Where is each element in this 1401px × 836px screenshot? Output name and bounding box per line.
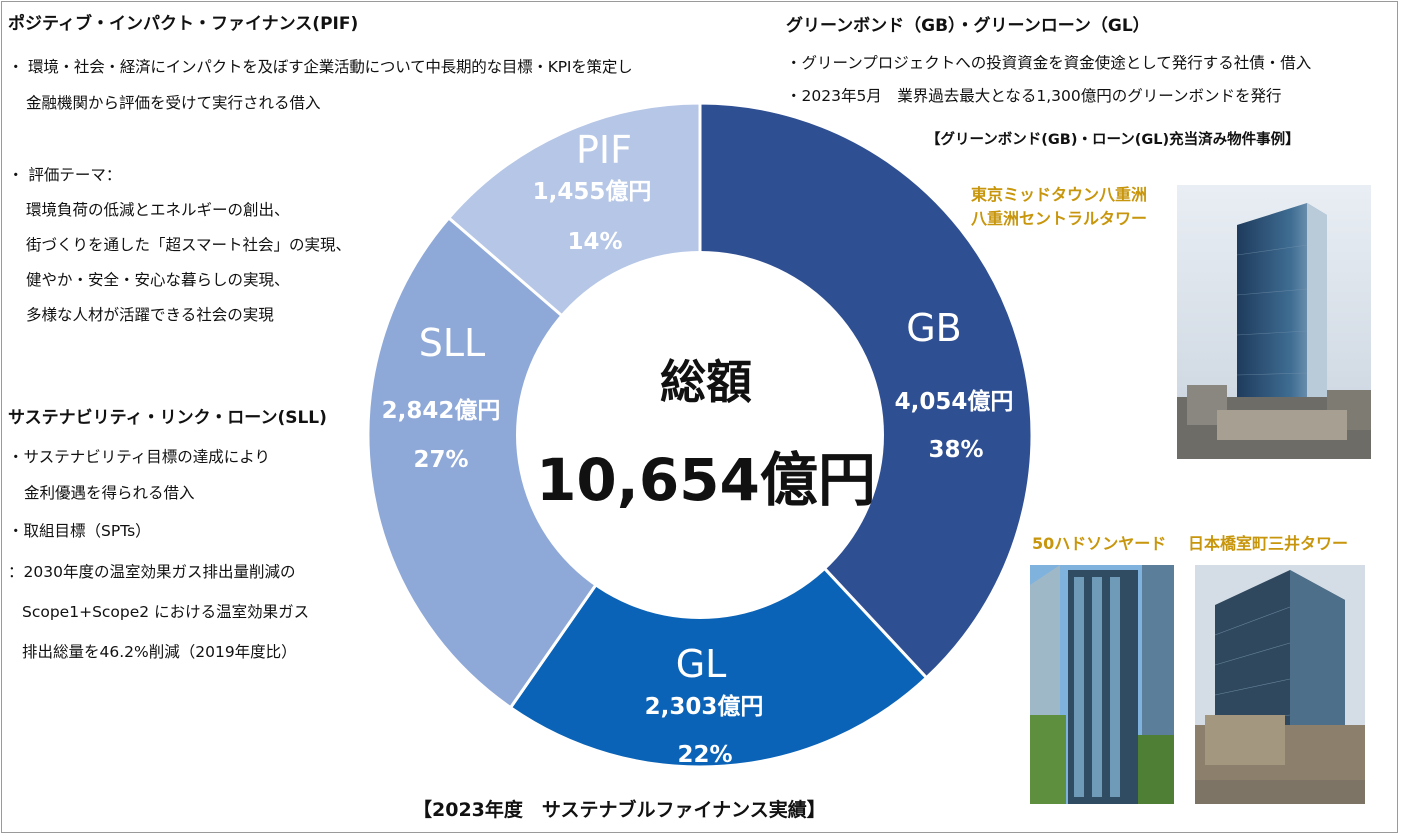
slice-label-pct: 14% <box>567 229 622 255</box>
pif-description-2: 金融機関から評価を受けて実行される借入 <box>26 94 321 112</box>
theme-item: 環境負荷の低減とエネルギーの創出、 <box>26 201 290 219</box>
slice-label-name: GL <box>676 642 727 686</box>
slice-label-pct: 38% <box>928 437 983 463</box>
pif-heading: ポジティブ・インパクト・ファイナンス(PIF) <box>8 14 359 34</box>
building3-name: 日本橋室町三井タワー <box>1188 534 1349 553</box>
theme-item: 多様な人材が活躍できる社会の実現 <box>26 306 274 324</box>
building-photo-yaesu <box>1177 185 1371 459</box>
slice-label-amount: 1,455億円 <box>533 178 652 205</box>
spt-line: 排出総量を46.2%削減（2019年度比） <box>22 643 297 661</box>
sll-description-2: 金利優遇を得られる借入 <box>24 484 195 502</box>
theme-item: 街づくりを通した「超スマート社会」の実現、 <box>26 236 352 254</box>
slice-label-amount: 2,842億円 <box>382 397 501 424</box>
pif-description-1: ・ 環境・社会・経済にインパクトを及ぼす企業活動について中長期的な目標・KPIを… <box>8 58 633 76</box>
slice-label-amount: 2,303億円 <box>645 693 764 720</box>
center-total: 10,654億円 <box>536 446 876 514</box>
slice-label-pct: 27% <box>413 447 468 473</box>
building1-name-line2: 八重洲セントラルタワー <box>971 209 1148 228</box>
sll-description-1: ・サステナビリティ目標の達成により <box>8 448 270 466</box>
green-description-2: ・2023年5月 業界過去最大となる1,300億円のグリーンボンドを発行 <box>786 87 1282 105</box>
slice-label-amount: 4,054億円 <box>895 388 1014 415</box>
slice-label-name: SLL <box>419 321 485 365</box>
chart-caption: 【2023年度 サステナブルファイナンス実績】 <box>413 799 826 821</box>
slice-label-name: GB <box>906 306 962 350</box>
building-photo-hudson-yards <box>1030 565 1174 804</box>
donut-hole <box>516 251 884 619</box>
building-photo-muromachi <box>1195 565 1365 804</box>
building2-name: 50ハドソンヤード <box>1032 534 1167 553</box>
green-description-1: ・グリーンプロジェクトへの投資資金を資金使途として発行する社債・借入 <box>786 54 1312 72</box>
sll-heading: サステナビリティ・リンク・ローン(SLL) <box>8 408 327 428</box>
building1-name-line1: 東京ミッドタウン八重洲 <box>971 185 1148 204</box>
cases-label: 【グリーンボンド(GB)・ローン(GL)充当済み物件事例】 <box>926 132 1300 148</box>
spt-label: ・取組目標（SPTs） <box>8 522 151 540</box>
center-label: 総額 <box>660 355 752 409</box>
slice-label-pct: 22% <box>677 742 732 768</box>
green-heading: グリーンボンド（GB）・グリーンローン（GL） <box>786 16 1150 36</box>
slice-label-name: PIF <box>576 128 632 172</box>
spt-line: Scope1+Scope2 における温室効果ガス <box>22 603 310 621</box>
theme-label: ・ 評価テーマ： <box>8 166 122 184</box>
theme-item: 健やか・安全・安心な暮らしの実現、 <box>26 271 290 289</box>
spt-line: ：2030年度の温室効果ガス排出量削減の <box>8 563 296 581</box>
